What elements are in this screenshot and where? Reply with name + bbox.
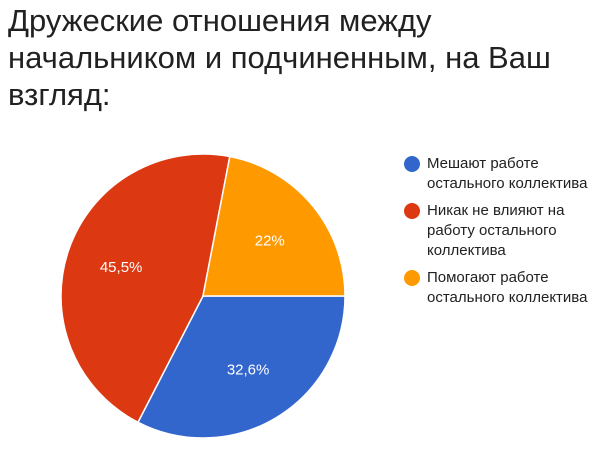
pie-slice-label-3: 22% [255,232,285,249]
pie-slice-label-2: 45,5% [100,259,143,276]
legend-swatch-icon [404,203,420,219]
pie-slice-labels: 32,6% 45,5% 22% [100,232,285,378]
legend-item-label: Никак не влияют на работу остального кол… [427,202,565,259]
legend-item-1: Мешают работе остального коллектива [403,154,593,194]
pie-slice-label-1: 32,6% [227,361,270,378]
legend-item-2: Никак не влияют на работу остального кол… [403,201,593,261]
legend-item-3: Помогают работе остального коллектива [403,268,593,308]
pie-slices [60,153,346,439]
chart-legend: Мешают работе остального коллектива Никак… [403,154,593,315]
legend-item-label: Мешают работе остального коллектива [427,155,588,192]
pie-slice-3 [202,155,346,297]
pie-slice-2 [60,153,231,424]
legend-item-label: Помогают работе остального коллектива [427,269,588,306]
chart-title: Дружеские отношения между начальником и … [8,3,551,112]
legend-swatch-icon [404,270,420,286]
pie-slice-1 [136,295,346,439]
legend-swatch-icon [404,156,420,172]
